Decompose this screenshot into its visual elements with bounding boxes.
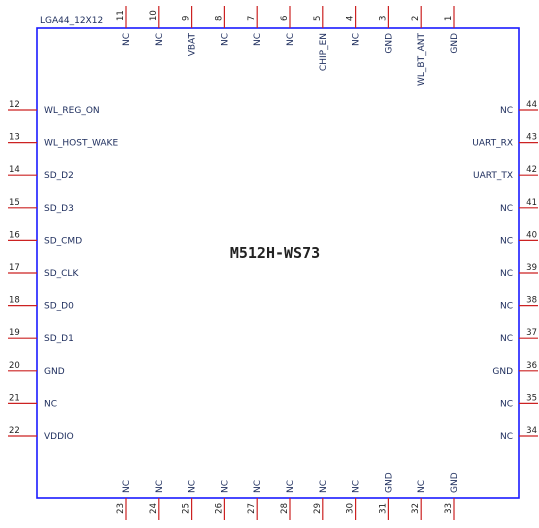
pin-number-27: 27 [247, 503, 257, 514]
pin-number-28: 28 [280, 503, 290, 514]
pin-label-28: NC [286, 480, 296, 493]
pin-number-15: 15 [9, 198, 20, 208]
pin-number-44: 44 [526, 100, 537, 110]
pin-number-14: 14 [9, 165, 20, 175]
pin-label-37: NC [500, 334, 513, 344]
pin-number-32: 32 [411, 503, 421, 514]
pin-number-33: 33 [444, 503, 454, 514]
pin-number-7: 7 [247, 16, 257, 21]
pin-number-23: 23 [116, 503, 126, 514]
pin-number-34: 34 [526, 426, 537, 436]
pin-label-23: NC [122, 480, 132, 493]
pin-label-10: NC [155, 33, 165, 46]
pin-number-30: 30 [346, 503, 356, 514]
pin-number-10: 10 [149, 10, 159, 21]
pin-number-35: 35 [526, 393, 537, 403]
pin-label-1: GND [450, 33, 460, 54]
pin-label-15: SD_D3 [44, 204, 74, 214]
pin-number-6: 6 [280, 16, 290, 21]
pin-label-35: NC [500, 399, 513, 409]
pin-label-43: UART_RX [472, 139, 513, 149]
pin-label-19: SD_D1 [44, 334, 74, 344]
package-label: LGA44_12X12 [40, 16, 103, 26]
pin-label-38: NC [500, 302, 513, 312]
pin-number-29: 29 [313, 503, 323, 514]
pin-number-4: 4 [346, 16, 356, 21]
pin-label-9: VBAT [188, 33, 198, 57]
pin-label-11: NC [122, 33, 132, 46]
pin-label-21: NC [44, 399, 57, 409]
pin-number-1: 1 [444, 16, 454, 21]
pin-label-20: GND [44, 367, 65, 377]
pin-number-2: 2 [411, 16, 421, 21]
pin-number-3: 3 [378, 16, 388, 21]
pin-number-40: 40 [526, 230, 537, 240]
pin-label-18: SD_D0 [44, 302, 74, 312]
pin-number-37: 37 [526, 328, 537, 338]
pin-number-38: 38 [526, 296, 537, 306]
pins-group: 11 NC 10 NC 9 VBAT 8 NC 7 NC 6 NC 5 CHIP_EN 4 NC 3 GND 2 WL… [8, 6, 538, 520]
pin-number-5: 5 [313, 16, 323, 21]
pin-label-39: NC [500, 269, 513, 279]
pin-label-26: NC [220, 480, 230, 493]
pin-number-12: 12 [9, 100, 20, 110]
component-body [36, 27, 520, 499]
pin-label-16: SD_CMD [44, 236, 82, 246]
pin-label-40: NC [500, 236, 513, 246]
pin-number-39: 39 [526, 263, 537, 273]
pin-number-31: 31 [378, 503, 388, 514]
pin-label-12: WL_REG_ON [44, 106, 100, 116]
pin-number-36: 36 [526, 361, 537, 371]
pin-label-7: NC [253, 33, 263, 46]
pin-number-18: 18 [9, 296, 20, 306]
pin-label-44: NC [500, 106, 513, 116]
pin-label-24: NC [155, 480, 165, 493]
pin-label-36: GND [492, 367, 513, 377]
pin-label-2: WL_BT_ANT [417, 33, 427, 86]
pin-label-29: NC [319, 480, 329, 493]
pin-number-8: 8 [214, 16, 224, 21]
pin-number-20: 20 [9, 361, 20, 371]
pin-label-14: SD_D2 [44, 171, 74, 181]
pin-number-11: 11 [116, 10, 126, 21]
pin-label-25: NC [188, 480, 198, 493]
pin-number-17: 17 [9, 263, 20, 273]
pin-number-26: 26 [214, 503, 224, 514]
pin-label-33: GND [450, 472, 460, 493]
pin-label-5: CHIP_EN [319, 33, 329, 71]
pin-number-21: 21 [9, 393, 20, 403]
pin-number-16: 16 [9, 230, 20, 240]
pin-label-32: NC [417, 480, 427, 493]
pin-number-9: 9 [182, 16, 192, 21]
pin-number-22: 22 [9, 426, 20, 436]
part-name: M512H-WS73 [230, 244, 320, 262]
pin-label-31: GND [384, 472, 394, 493]
pin-label-8: NC [220, 33, 230, 46]
pin-label-6: NC [286, 33, 296, 46]
pin-label-13: WL_HOST_WAKE [44, 139, 118, 149]
pin-label-30: NC [352, 480, 362, 493]
pin-number-24: 24 [149, 503, 159, 514]
pin-number-25: 25 [182, 503, 192, 514]
pin-label-3: GND [384, 33, 394, 54]
pin-label-22: VDDIO [44, 432, 74, 442]
pin-label-4: NC [352, 33, 362, 46]
pin-label-34: NC [500, 432, 513, 442]
pin-number-13: 13 [9, 133, 20, 143]
pin-number-19: 19 [9, 328, 20, 338]
pin-number-43: 43 [526, 133, 537, 143]
pin-label-41: NC [500, 204, 513, 214]
pin-label-27: NC [253, 480, 263, 493]
pin-label-17: SD_CLK [44, 269, 79, 279]
pin-label-42: UART_TX [473, 171, 513, 181]
pin-number-41: 41 [526, 198, 537, 208]
pin-number-42: 42 [526, 165, 537, 175]
